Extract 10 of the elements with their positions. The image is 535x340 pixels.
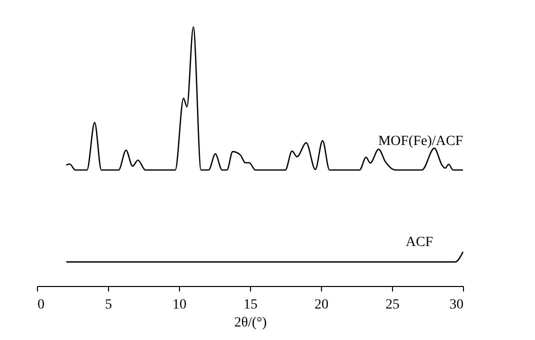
x-tick-label: 10 xyxy=(172,298,186,312)
x-tick-label: 0 xyxy=(38,298,44,312)
x-tick-label: 30 xyxy=(450,298,464,312)
x-tick-label: 5 xyxy=(105,298,112,312)
x-tick-label: 15 xyxy=(244,298,258,312)
series-label: ACF xyxy=(406,234,434,250)
x-tick-label: 20 xyxy=(314,298,328,312)
x-axis-title: 2θ/(°) xyxy=(234,316,268,330)
series-label: MOF(Fe)/ACF xyxy=(378,134,464,149)
x-tick-label: 25 xyxy=(386,298,400,312)
